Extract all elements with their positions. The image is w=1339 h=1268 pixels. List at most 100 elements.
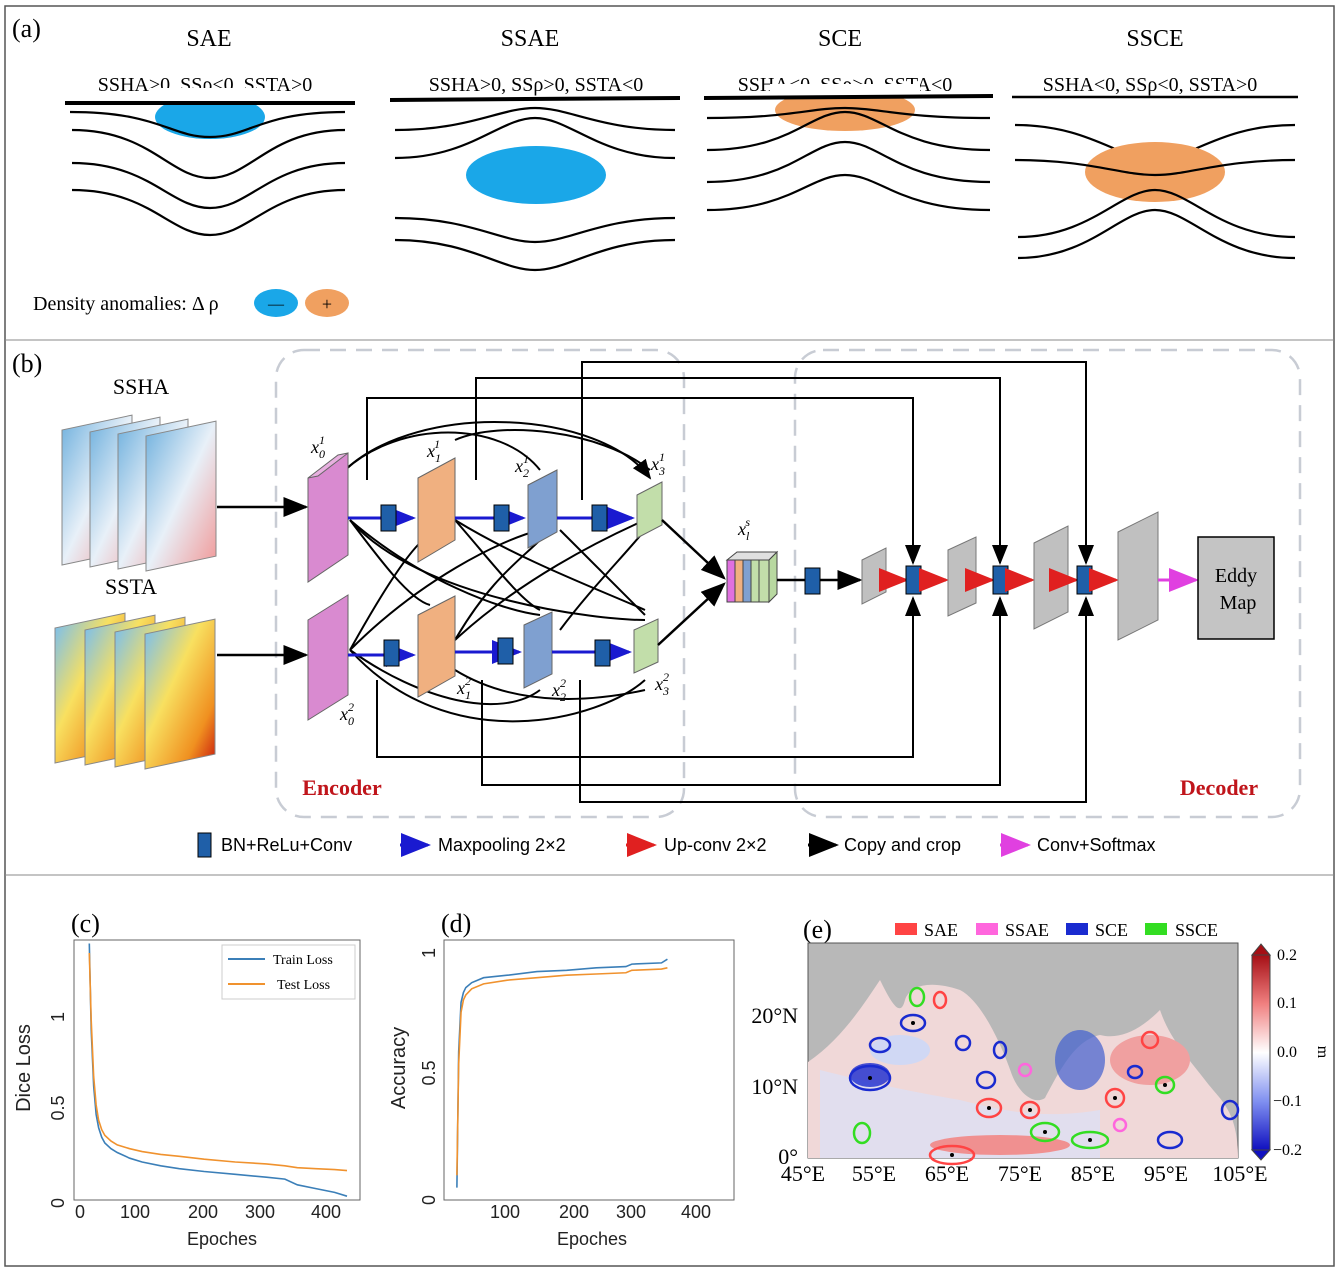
y-tick: 0.5 <box>419 1060 439 1085</box>
colorbar-tick: −0.1 <box>1273 1093 1302 1110</box>
y-tick: 0 <box>419 1195 439 1205</box>
accuracy-plot-frame <box>443 939 735 1201</box>
plus-symbol: + <box>322 294 332 314</box>
legend-ssce: SSCE <box>1175 920 1218 940</box>
output-label-line1: Eddy <box>1215 565 1257 587</box>
colorbar: 0.2 0.1 0.0 −0.1 −0.2 m <box>1250 943 1331 1161</box>
node-x21 <box>527 469 558 549</box>
panel-e-label: (e) <box>803 915 832 944</box>
x-tick: 400 <box>681 1202 711 1222</box>
legend-test-loss: Test Loss <box>277 978 330 993</box>
y-axis-label: Dice Loss <box>13 1024 35 1112</box>
series-line-2 <box>456 967 668 1176</box>
blue-block-icon <box>197 832 212 858</box>
conv-block <box>992 565 1009 595</box>
x-axis-label: Epoches <box>557 1229 627 1249</box>
positive-anomaly-ellipse <box>775 89 915 131</box>
x-tick: 0 <box>75 1202 85 1222</box>
node-x12 <box>417 595 456 698</box>
legend-sae: SAE <box>924 920 958 940</box>
negative-legend-ellipse <box>254 289 298 317</box>
eddy-type-sae: SAE SSHA>0, SSρ<0, SSTA>0 <box>65 26 355 237</box>
series-line-1 <box>88 943 348 1197</box>
accuracy-lines <box>456 958 668 1188</box>
node-label-x32: x32 <box>654 670 669 698</box>
lon-tick: 75°E <box>998 1161 1042 1186</box>
node-x31 <box>636 481 663 539</box>
legend-sce: SCE <box>1095 920 1128 940</box>
y-tick: 1 <box>419 948 439 958</box>
y-axis-label: Accuracy <box>388 1027 410 1109</box>
decoder-gray-4 <box>1117 511 1159 641</box>
series-line-2 <box>88 952 348 1172</box>
node-label-x31: x31 <box>650 450 665 478</box>
negative-anomaly-ellipse <box>466 146 606 204</box>
node-x11 <box>417 457 456 563</box>
map-axes: 20°N 10°N 0° 45°E 55°E 65°E 75°E 85°E 95… <box>751 1003 1267 1186</box>
copy-crop-lines <box>344 361 1094 803</box>
fused-feature-stack <box>725 550 779 604</box>
x-tick: 100 <box>490 1202 520 1222</box>
decoder-gray-1 <box>861 547 887 605</box>
loss-lines <box>88 943 348 1197</box>
loss-plot-frame <box>73 939 361 1201</box>
node-label-x02: x02 <box>339 700 354 728</box>
y-tick: 0 <box>48 1198 68 1208</box>
panel-b: (b) Encoder Decoder SSHA SSTA <box>12 348 1302 858</box>
lon-tick: 85°E <box>1071 1161 1115 1186</box>
node-label-x12: x12 <box>456 674 471 702</box>
x-tick: 400 <box>311 1202 341 1222</box>
node-label-xls: xls <box>737 515 750 543</box>
legend-label: Copy and crop <box>844 835 961 855</box>
output-label-line2: Map <box>1220 592 1257 614</box>
x-tick: 300 <box>245 1202 275 1222</box>
colorbar-tick: 0.1 <box>1277 995 1297 1012</box>
x-tick: 100 <box>120 1202 150 1222</box>
panel-d: (d) 100 200 300 400 Epoches 0 0.5 1 Accu… <box>388 909 735 1249</box>
panel-a-label: (a) <box>12 14 41 43</box>
panel-c-label: (c) <box>71 909 100 938</box>
eddy-type-ssae: SSAE SSHA>0, SSρ>0, SSTA<0 <box>389 26 681 272</box>
conv-block <box>497 637 514 665</box>
conv-block <box>383 639 400 667</box>
ssha-input-stack <box>61 414 217 572</box>
colorbar-tick: −0.2 <box>1273 1142 1302 1159</box>
eddy-map <box>807 942 1240 1166</box>
y-tick: 0.5 <box>48 1095 68 1120</box>
panel-d-label: (d) <box>441 909 471 938</box>
legend-ssae: SSAE <box>1005 920 1049 940</box>
node-label-x01: x01 <box>310 433 325 461</box>
lon-tick: 45°E <box>781 1161 825 1186</box>
colorbar-tick: 0.2 <box>1277 947 1297 964</box>
lon-tick: 65°E <box>925 1161 969 1186</box>
node-x32 <box>633 618 659 674</box>
encoder-row-bottom <box>348 637 632 667</box>
eddy-type-condition: SSHA<0, SSρ<0, SSTA>0 <box>1043 74 1258 96</box>
x-tick: 200 <box>559 1202 589 1222</box>
input-ssha-label: SSHA <box>113 374 169 399</box>
conv-block <box>804 567 821 595</box>
conv-block <box>1076 565 1093 595</box>
positive-legend-ellipse <box>305 289 349 317</box>
legend-label: Maxpooling 2×2 <box>438 835 566 855</box>
panel-a: (a) SAE SSHA>0, SSρ<0, SSTA>0 SSAE SSHA>… <box>12 14 1298 317</box>
lat-tick: 20°N <box>751 1003 798 1028</box>
decoder-gray-2 <box>947 536 977 617</box>
positive-anomaly-ellipse <box>1085 142 1225 202</box>
x-tick: 200 <box>188 1202 218 1222</box>
y-tick: 1 <box>48 1012 68 1022</box>
node-label-x22: x22 <box>551 676 566 704</box>
eddy-type-condition: SSHA>0, SSρ>0, SSTA<0 <box>429 74 644 96</box>
conv-block <box>493 504 510 532</box>
loss-legend: Train Loss Test Loss <box>221 944 356 1000</box>
eddy-map-output <box>1197 536 1275 640</box>
input-ssta-label: SSTA <box>105 574 157 599</box>
conv-block <box>380 504 397 532</box>
node-x02 <box>307 594 349 721</box>
eddy-map-legend: SAE SSAE SCE SSCE <box>895 920 1218 940</box>
decoder-label: Decoder <box>1180 775 1258 800</box>
eddy-type-sce: SCE SSHA<0, SSρ>0, SSTA<0 <box>703 26 994 212</box>
eddy-type-title: SAE <box>186 26 231 52</box>
lat-tick: 0° <box>778 1144 798 1169</box>
